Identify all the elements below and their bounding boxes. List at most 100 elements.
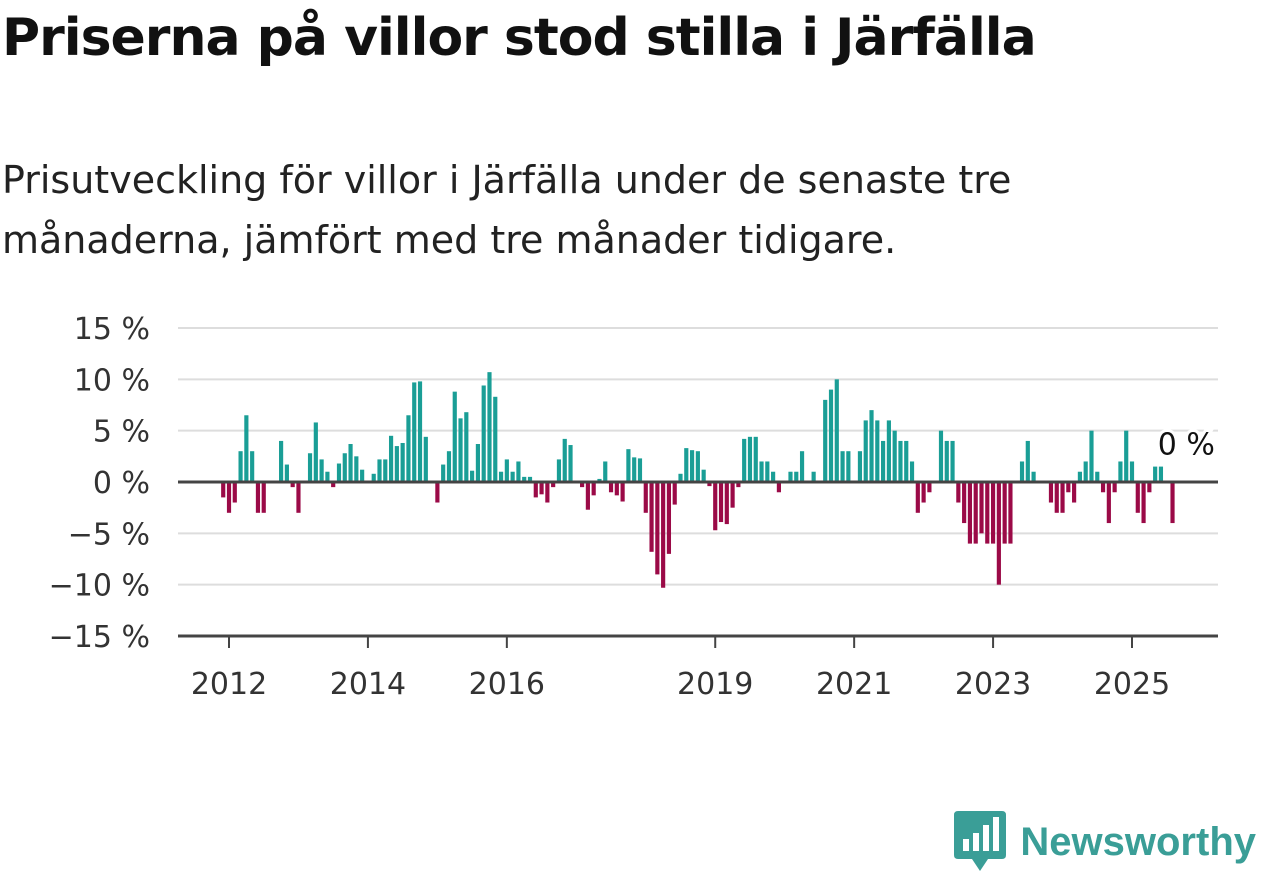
bar (533, 482, 538, 498)
bar (834, 379, 839, 482)
bar (487, 372, 492, 482)
bar (325, 471, 330, 482)
bar (417, 381, 423, 482)
bar (730, 482, 735, 508)
bar (840, 451, 845, 482)
bar (1048, 482, 1054, 503)
bar (869, 410, 874, 482)
bar (255, 482, 261, 513)
x-axis-ticks: 2012 2014 2016 2019 2021 2023 2025 (191, 636, 1170, 702)
bar (898, 440, 903, 482)
bar (707, 482, 712, 487)
y-tick-label: 0 % (93, 466, 150, 501)
bar (1066, 482, 1071, 493)
bar (614, 482, 619, 496)
x-tick-label: 2014 (330, 667, 406, 702)
bar (1095, 471, 1100, 482)
bar (498, 471, 504, 482)
bar (736, 482, 741, 488)
bar (284, 464, 289, 482)
bar (394, 446, 399, 482)
bar (551, 482, 556, 488)
bar (597, 478, 602, 482)
bar (765, 461, 770, 482)
bar (979, 482, 984, 534)
bar (973, 482, 978, 544)
bar (545, 482, 550, 503)
bar (666, 482, 672, 554)
bar (336, 463, 342, 482)
bar (915, 482, 920, 513)
bar (753, 436, 758, 482)
newsworthy-logo: Newsworthy (954, 811, 1256, 873)
bar (828, 389, 834, 482)
bar (244, 415, 249, 482)
bar (794, 471, 799, 482)
bar (406, 415, 411, 482)
bar (626, 449, 631, 482)
bar (1170, 482, 1175, 524)
bar (637, 458, 643, 482)
bar (771, 471, 776, 482)
bar (892, 430, 897, 482)
bar (464, 412, 469, 482)
chart-title: Priserna på villor stod stilla i Järfäll… (2, 8, 1037, 68)
bar (950, 440, 955, 482)
x-tick-label: 2012 (191, 667, 267, 702)
bar (527, 476, 533, 482)
bar (788, 471, 793, 482)
bar (226, 482, 232, 513)
bar (504, 459, 509, 482)
bar (655, 482, 660, 575)
bar (493, 396, 498, 482)
bar (475, 444, 480, 482)
bar (441, 464, 446, 482)
bar (620, 482, 625, 502)
bar (1135, 482, 1140, 513)
bar (307, 453, 313, 482)
bar (776, 482, 781, 493)
bar (1054, 482, 1059, 513)
bar (990, 482, 996, 544)
bar (1077, 471, 1082, 482)
bar (1129, 461, 1135, 482)
bar (1025, 440, 1030, 482)
bar (724, 482, 729, 525)
bar (296, 482, 301, 513)
y-tick-label: 15 % (74, 312, 150, 347)
bar (713, 482, 718, 531)
bar (585, 482, 590, 510)
bar (377, 459, 382, 482)
bars (221, 372, 1175, 588)
bar (956, 482, 961, 503)
bar (863, 420, 868, 482)
bar (452, 391, 457, 482)
x-tick-label: 2025 (1094, 667, 1170, 702)
bar (1118, 461, 1123, 482)
bar (742, 438, 747, 482)
bar (1112, 482, 1117, 493)
bar (967, 482, 973, 544)
bar (718, 482, 724, 523)
bar (470, 470, 475, 482)
bar (1153, 466, 1158, 482)
bar (811, 471, 816, 482)
bar (435, 482, 440, 503)
bar (313, 422, 318, 482)
bar (221, 482, 226, 498)
bar (846, 451, 851, 482)
bar (672, 482, 677, 505)
bar (985, 482, 990, 544)
bar (759, 461, 764, 482)
bar (701, 469, 706, 482)
bar (1089, 430, 1094, 482)
bar (412, 382, 417, 482)
bar (516, 461, 521, 482)
bar (921, 482, 926, 503)
bar (996, 482, 1001, 585)
bar (342, 453, 347, 482)
bar (279, 440, 284, 482)
newsworthy-logo-icon (954, 811, 1007, 871)
y-tick-label: 10 % (74, 363, 150, 398)
